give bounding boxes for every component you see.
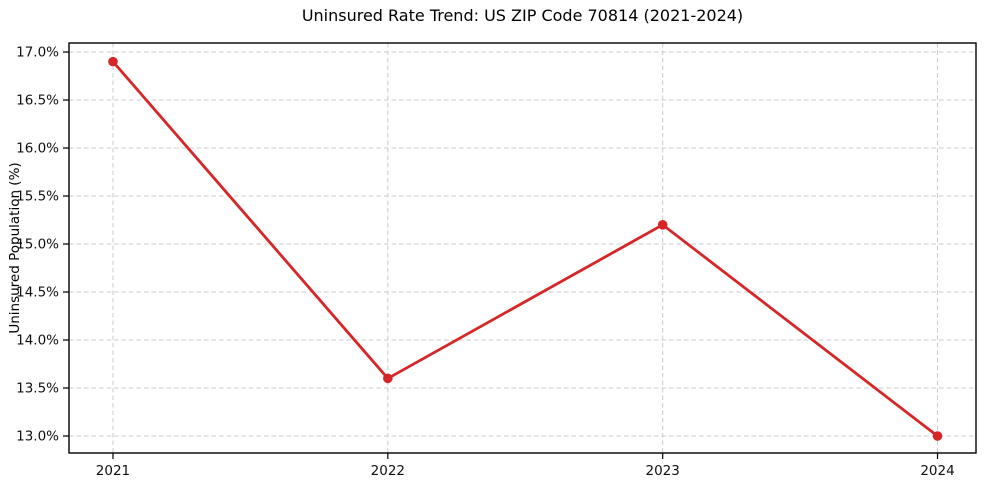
chart-title: Uninsured Rate Trend: US ZIP Code 70814 … bbox=[301, 6, 744, 25]
y-tick-label: 16.0% bbox=[16, 141, 59, 157]
data-point bbox=[383, 373, 393, 384]
data-point bbox=[657, 220, 668, 230]
plot-border bbox=[68, 42, 977, 454]
y-tick-label: 13.5% bbox=[16, 381, 59, 397]
y-tick-label: 14.5% bbox=[16, 285, 59, 301]
data-point bbox=[932, 431, 943, 441]
x-tick-label: 2024 bbox=[920, 463, 954, 479]
x-tick-label: 2022 bbox=[371, 463, 405, 479]
y-tick-label: 15.5% bbox=[16, 189, 59, 205]
x-tick-label: 2021 bbox=[96, 463, 130, 479]
x-tick-label: 2023 bbox=[645, 463, 679, 479]
y-tick-label: 13.0% bbox=[16, 429, 59, 445]
y-tick-label: 15.0% bbox=[16, 237, 59, 253]
data-point bbox=[108, 56, 118, 67]
y-tick-label: 17.0% bbox=[16, 45, 59, 61]
y-tick-label: 14.0% bbox=[16, 333, 59, 349]
y-tick-label: 16.5% bbox=[16, 93, 59, 109]
trend-line bbox=[111, 60, 939, 438]
